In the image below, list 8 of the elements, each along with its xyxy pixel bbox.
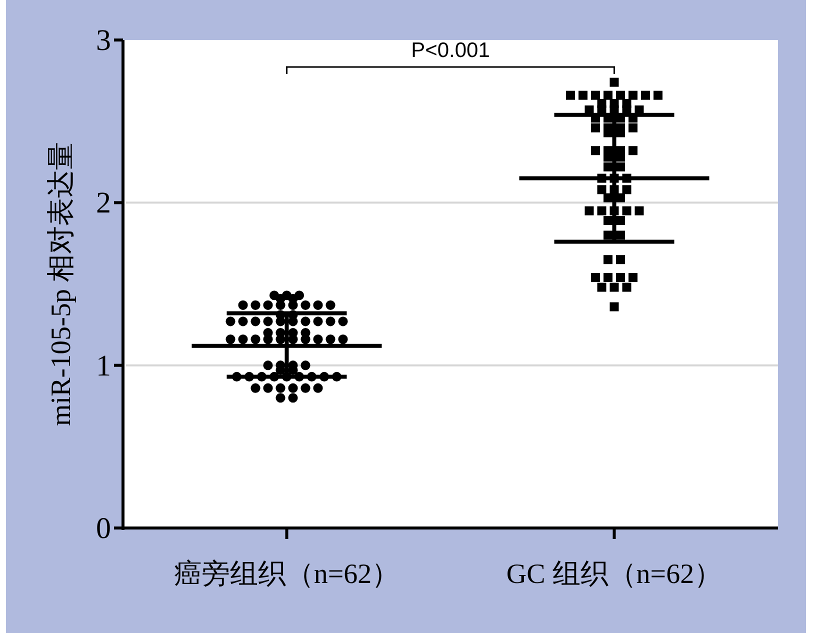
y-axis-title: miR-105-5p 相对表达量 (46, 142, 77, 426)
x-tick-label: GC 组织（n=62） (506, 559, 722, 590)
y-tick-label: 0 (96, 512, 111, 545)
x-tick-label: 癌旁组织（n=62） (174, 559, 400, 590)
y-tick-label: 3 (96, 24, 111, 57)
y-tick-label: 1 (96, 349, 111, 382)
annotation: P<0.001 (411, 39, 490, 62)
y-tick-label: 2 (96, 186, 111, 220)
